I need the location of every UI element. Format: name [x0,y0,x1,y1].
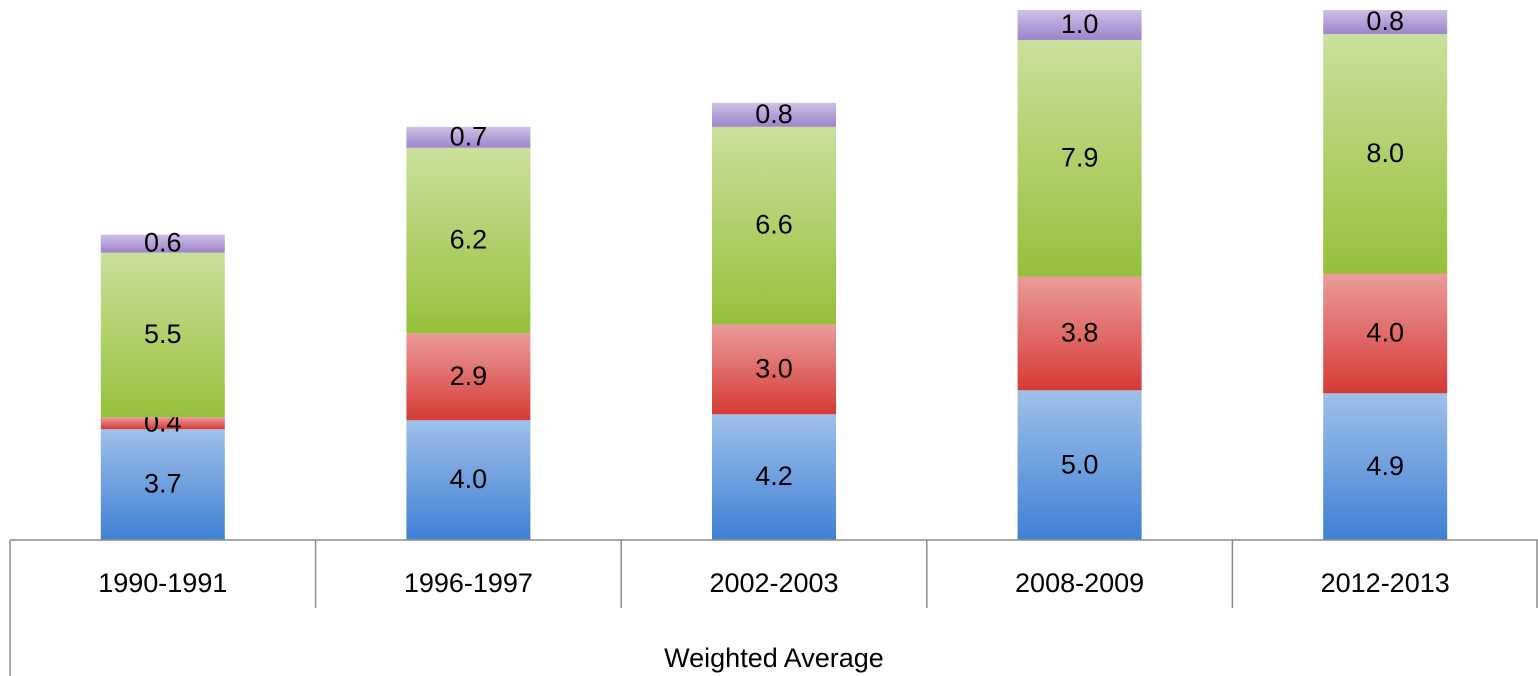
bar-segment [406,333,531,421]
data-label: 5.5 [144,319,182,349]
data-label: 3.7 [144,469,182,499]
x-tick-label: 2002-2003 [709,568,838,598]
bar-segment [1017,39,1142,277]
data-label: 8.0 [1366,138,1404,168]
data-label: 2.9 [450,361,488,391]
bar-segment [712,324,836,415]
data-label: 0.8 [755,99,793,129]
bar-segment [1323,273,1448,394]
data-label: 5.0 [1061,449,1099,479]
data-label: 3.8 [1061,318,1099,348]
x-tick-label: 2012-2013 [1321,568,1450,598]
bar-segment [100,234,225,253]
bar-segment [712,102,836,127]
bar-segment [406,147,531,334]
data-label: 4.0 [450,464,488,494]
x-tick-label: 1990-1991 [98,568,227,598]
bar-segment [406,126,531,148]
data-label: 0.8 [1366,6,1404,36]
bar-segment [1323,393,1448,540]
x-tick-label: 2008-2009 [1015,568,1144,598]
bar-segment [1017,10,1142,40]
bar-segment [1017,390,1142,540]
data-label: 6.2 [450,225,488,255]
bar-segment [1323,10,1448,34]
bar-segment [100,252,225,418]
data-label: 3.0 [755,353,793,383]
bar-segment [712,126,836,325]
data-label: 4.9 [1366,451,1404,481]
data-label: 4.2 [755,461,793,491]
bar-segment [712,414,836,540]
data-label: 0.6 [144,228,182,258]
bar-segment [406,420,531,540]
data-label: 7.9 [1061,142,1099,172]
bar-segment [1017,276,1142,391]
bar-segment [100,417,225,430]
x-tick-label: 1996-1997 [404,568,533,598]
data-label: 0.7 [450,121,488,151]
bar-segment [100,429,225,540]
bar-segment [1323,33,1448,274]
x-axis-label: Weighted Average [664,643,884,673]
data-label: 6.6 [755,210,793,240]
data-label: 1.0 [1061,9,1099,39]
data-label: 4.0 [1366,318,1404,348]
